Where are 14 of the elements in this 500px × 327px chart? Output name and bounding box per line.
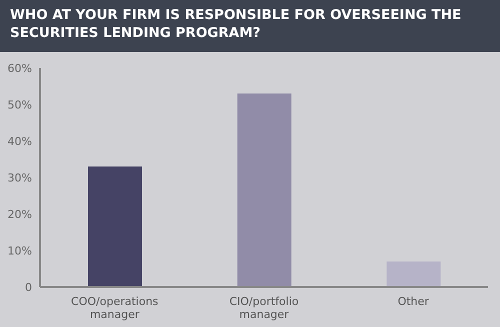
x-tick-label: CIO/portfolio manager	[229, 295, 299, 321]
y-tick-label: 40%	[8, 134, 32, 148]
x-tick-label: COO/operations manager	[71, 295, 159, 321]
x-tick-label: Other	[398, 295, 430, 308]
y-tick-label: 0	[25, 280, 32, 294]
chart-title: WHO AT YOUR FIRM IS RESPONSIBLE FOR OVERSEEING THE SECURITIES LENDING PROGRAM?	[0, 0, 500, 52]
y-tick-label: 10%	[8, 244, 32, 258]
bar	[237, 94, 292, 287]
bar	[88, 166, 142, 287]
y-tick-label: 20%	[8, 208, 32, 221]
y-tick-label: 50%	[8, 98, 32, 112]
y-tick-label: 30%	[8, 171, 32, 184]
bar	[386, 261, 441, 287]
y-tick-label: 60%	[8, 62, 32, 75]
